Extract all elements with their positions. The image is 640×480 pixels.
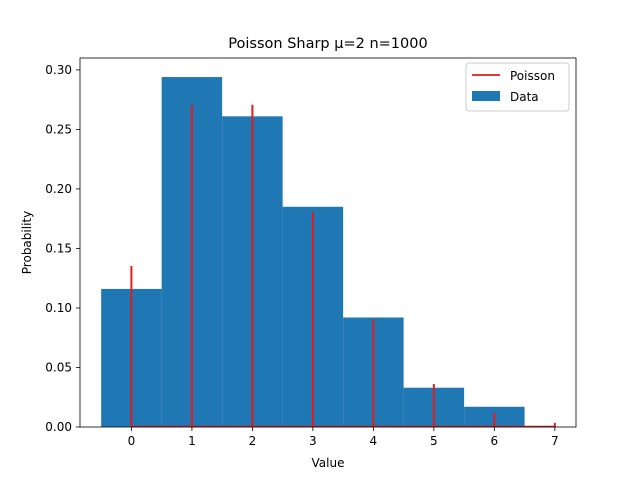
legend-label-data: Data xyxy=(510,90,539,104)
chart-title: Poisson Sharp μ=2 n=1000 xyxy=(228,36,427,52)
poisson-lines xyxy=(130,104,556,428)
legend-label-poisson: Poisson xyxy=(510,69,555,83)
x-tick-label-0: 0 xyxy=(128,434,136,448)
legend-swatch-data xyxy=(472,91,500,101)
y-tick-label-0.15: 0.15 xyxy=(45,241,72,255)
legend: Poisson Data xyxy=(465,62,570,112)
x-axis-ticks: 0 1 2 3 4 5 6 7 xyxy=(128,427,559,448)
y-axis-label: Probability xyxy=(20,211,34,274)
x-tick-label-1: 1 xyxy=(188,434,196,448)
x-tick-label-2: 2 xyxy=(249,434,257,448)
x-tick-label-3: 3 xyxy=(309,434,317,448)
y-tick-label-0.30: 0.30 xyxy=(45,63,72,77)
x-tick-label-5: 5 xyxy=(430,434,438,448)
y-tick-label-0.20: 0.20 xyxy=(45,182,72,196)
x-axis-label: Value xyxy=(312,456,345,470)
x-tick-label-6: 6 xyxy=(491,434,499,448)
y-tick-label-0.00: 0.00 xyxy=(45,420,72,434)
x-tick-label-7: 7 xyxy=(551,434,559,448)
y-tick-label-0.25: 0.25 xyxy=(45,122,72,136)
x-tick-label-4: 4 xyxy=(370,434,378,448)
y-axis-ticks: 0.00 0.05 0.10 0.15 0.20 0.25 0.30 xyxy=(45,63,80,434)
y-tick-label-0.10: 0.10 xyxy=(45,301,72,315)
y-tick-label-0.05: 0.05 xyxy=(45,360,72,374)
plot-frame xyxy=(79,57,577,428)
